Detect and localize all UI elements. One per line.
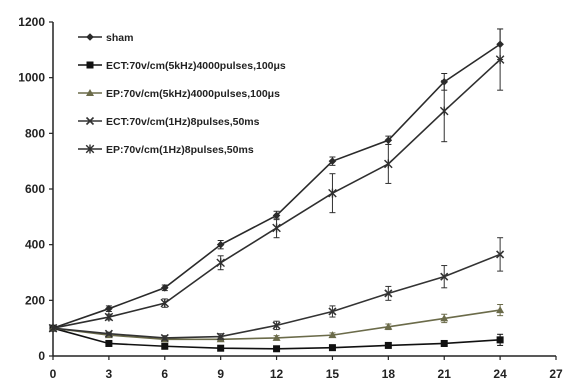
- x-axis-ticks: 0 3 6 9 12 15 18 21 24 27: [50, 356, 563, 381]
- data-point: [273, 345, 281, 353]
- data-point: [328, 188, 337, 198]
- data-point: [160, 284, 169, 292]
- data-point: [328, 307, 337, 316]
- x-tick-label: 6: [161, 367, 168, 381]
- data-point: [160, 298, 170, 308]
- y-tick-label: 0: [38, 349, 45, 363]
- y-tick-label: 800: [25, 126, 45, 140]
- data-point: [496, 250, 505, 259]
- data-point: [384, 136, 393, 145]
- data-point: [496, 306, 505, 314]
- y-tick-label: 600: [25, 182, 45, 196]
- data-point: [216, 240, 225, 249]
- data-point: [272, 321, 281, 330]
- data-point: [384, 289, 393, 298]
- y-tick-label: 200: [25, 293, 45, 307]
- data-point: [440, 339, 448, 347]
- legend-item: ECT:70v/cm(1Hz)8pulses,50ms: [78, 116, 260, 128]
- data-point: [496, 336, 504, 344]
- legend: sham ECT:70v/cm(5kHz)4000pulses,100μs EP:7…: [78, 32, 286, 156]
- data-point: [440, 272, 449, 281]
- series-layer: [48, 28, 505, 353]
- legend-label: sham: [106, 32, 133, 44]
- data-point: [216, 332, 225, 341]
- legend-item: sham: [78, 32, 133, 44]
- series-5: [48, 28, 505, 333]
- x-tick-label: 27: [549, 367, 563, 381]
- legend-label: EP:70v/cm(5kHz)4000pulses,100μs: [106, 88, 280, 100]
- data-point: [104, 329, 113, 338]
- legend-item: EP:70v/cm(5kHz)4000pulses,100μs: [78, 88, 280, 100]
- y-tick-label: 400: [25, 238, 45, 252]
- data-point: [161, 342, 169, 350]
- legend-item: ECT:70v/cm(5kHz)4000pulses,100μs: [78, 60, 286, 72]
- data-point: [384, 159, 393, 169]
- legend-label: ECT:70v/cm(1Hz)8pulses,50ms: [106, 116, 260, 128]
- legend-marker: [86, 33, 94, 41]
- data-point: [216, 258, 225, 268]
- data-point: [384, 322, 393, 330]
- legend-marker: [86, 61, 94, 69]
- legend-label: EP:70v/cm(1Hz)8pulses,50ms: [106, 144, 254, 156]
- x-tick-label: 21: [438, 367, 452, 381]
- data-point: [439, 106, 449, 116]
- y-tick-label: 1200: [18, 15, 45, 29]
- legend-marker: [85, 144, 95, 154]
- legend-label: ECT:70v/cm(5kHz)4000pulses,100μs: [106, 60, 286, 72]
- x-tick-label: 18: [382, 367, 396, 381]
- x-tick-label: 12: [270, 367, 284, 381]
- data-point: [272, 223, 281, 233]
- legend-item: EP:70v/cm(1Hz)8pulses,50ms: [78, 144, 254, 156]
- x-tick-label: 3: [106, 367, 113, 381]
- series-1: [49, 28, 504, 332]
- data-point: [272, 211, 281, 220]
- data-point: [48, 323, 58, 333]
- y-axis-ticks: 0 200 400 600 800 1000 1200: [18, 15, 53, 363]
- data-point: [328, 344, 336, 352]
- data-point: [217, 344, 225, 352]
- data-point: [104, 312, 114, 322]
- x-tick-label: 15: [326, 367, 340, 381]
- data-point: [384, 341, 392, 349]
- legend-marker: [85, 116, 95, 126]
- data-point: [328, 331, 337, 339]
- data-point: [105, 304, 113, 313]
- legend-marker: [86, 89, 94, 96]
- data-point: [495, 55, 505, 65]
- data-point: [328, 157, 337, 165]
- data-point: [105, 339, 113, 347]
- series-4: [48, 237, 505, 342]
- data-point: [160, 333, 169, 342]
- x-tick-label: 9: [217, 367, 224, 381]
- y-tick-label: 1000: [18, 71, 45, 85]
- data-point: [440, 314, 449, 322]
- x-tick-label: 24: [493, 367, 507, 381]
- data-point: [272, 333, 281, 341]
- x-tick-label: 0: [50, 367, 57, 381]
- series-line: [52, 43, 501, 329]
